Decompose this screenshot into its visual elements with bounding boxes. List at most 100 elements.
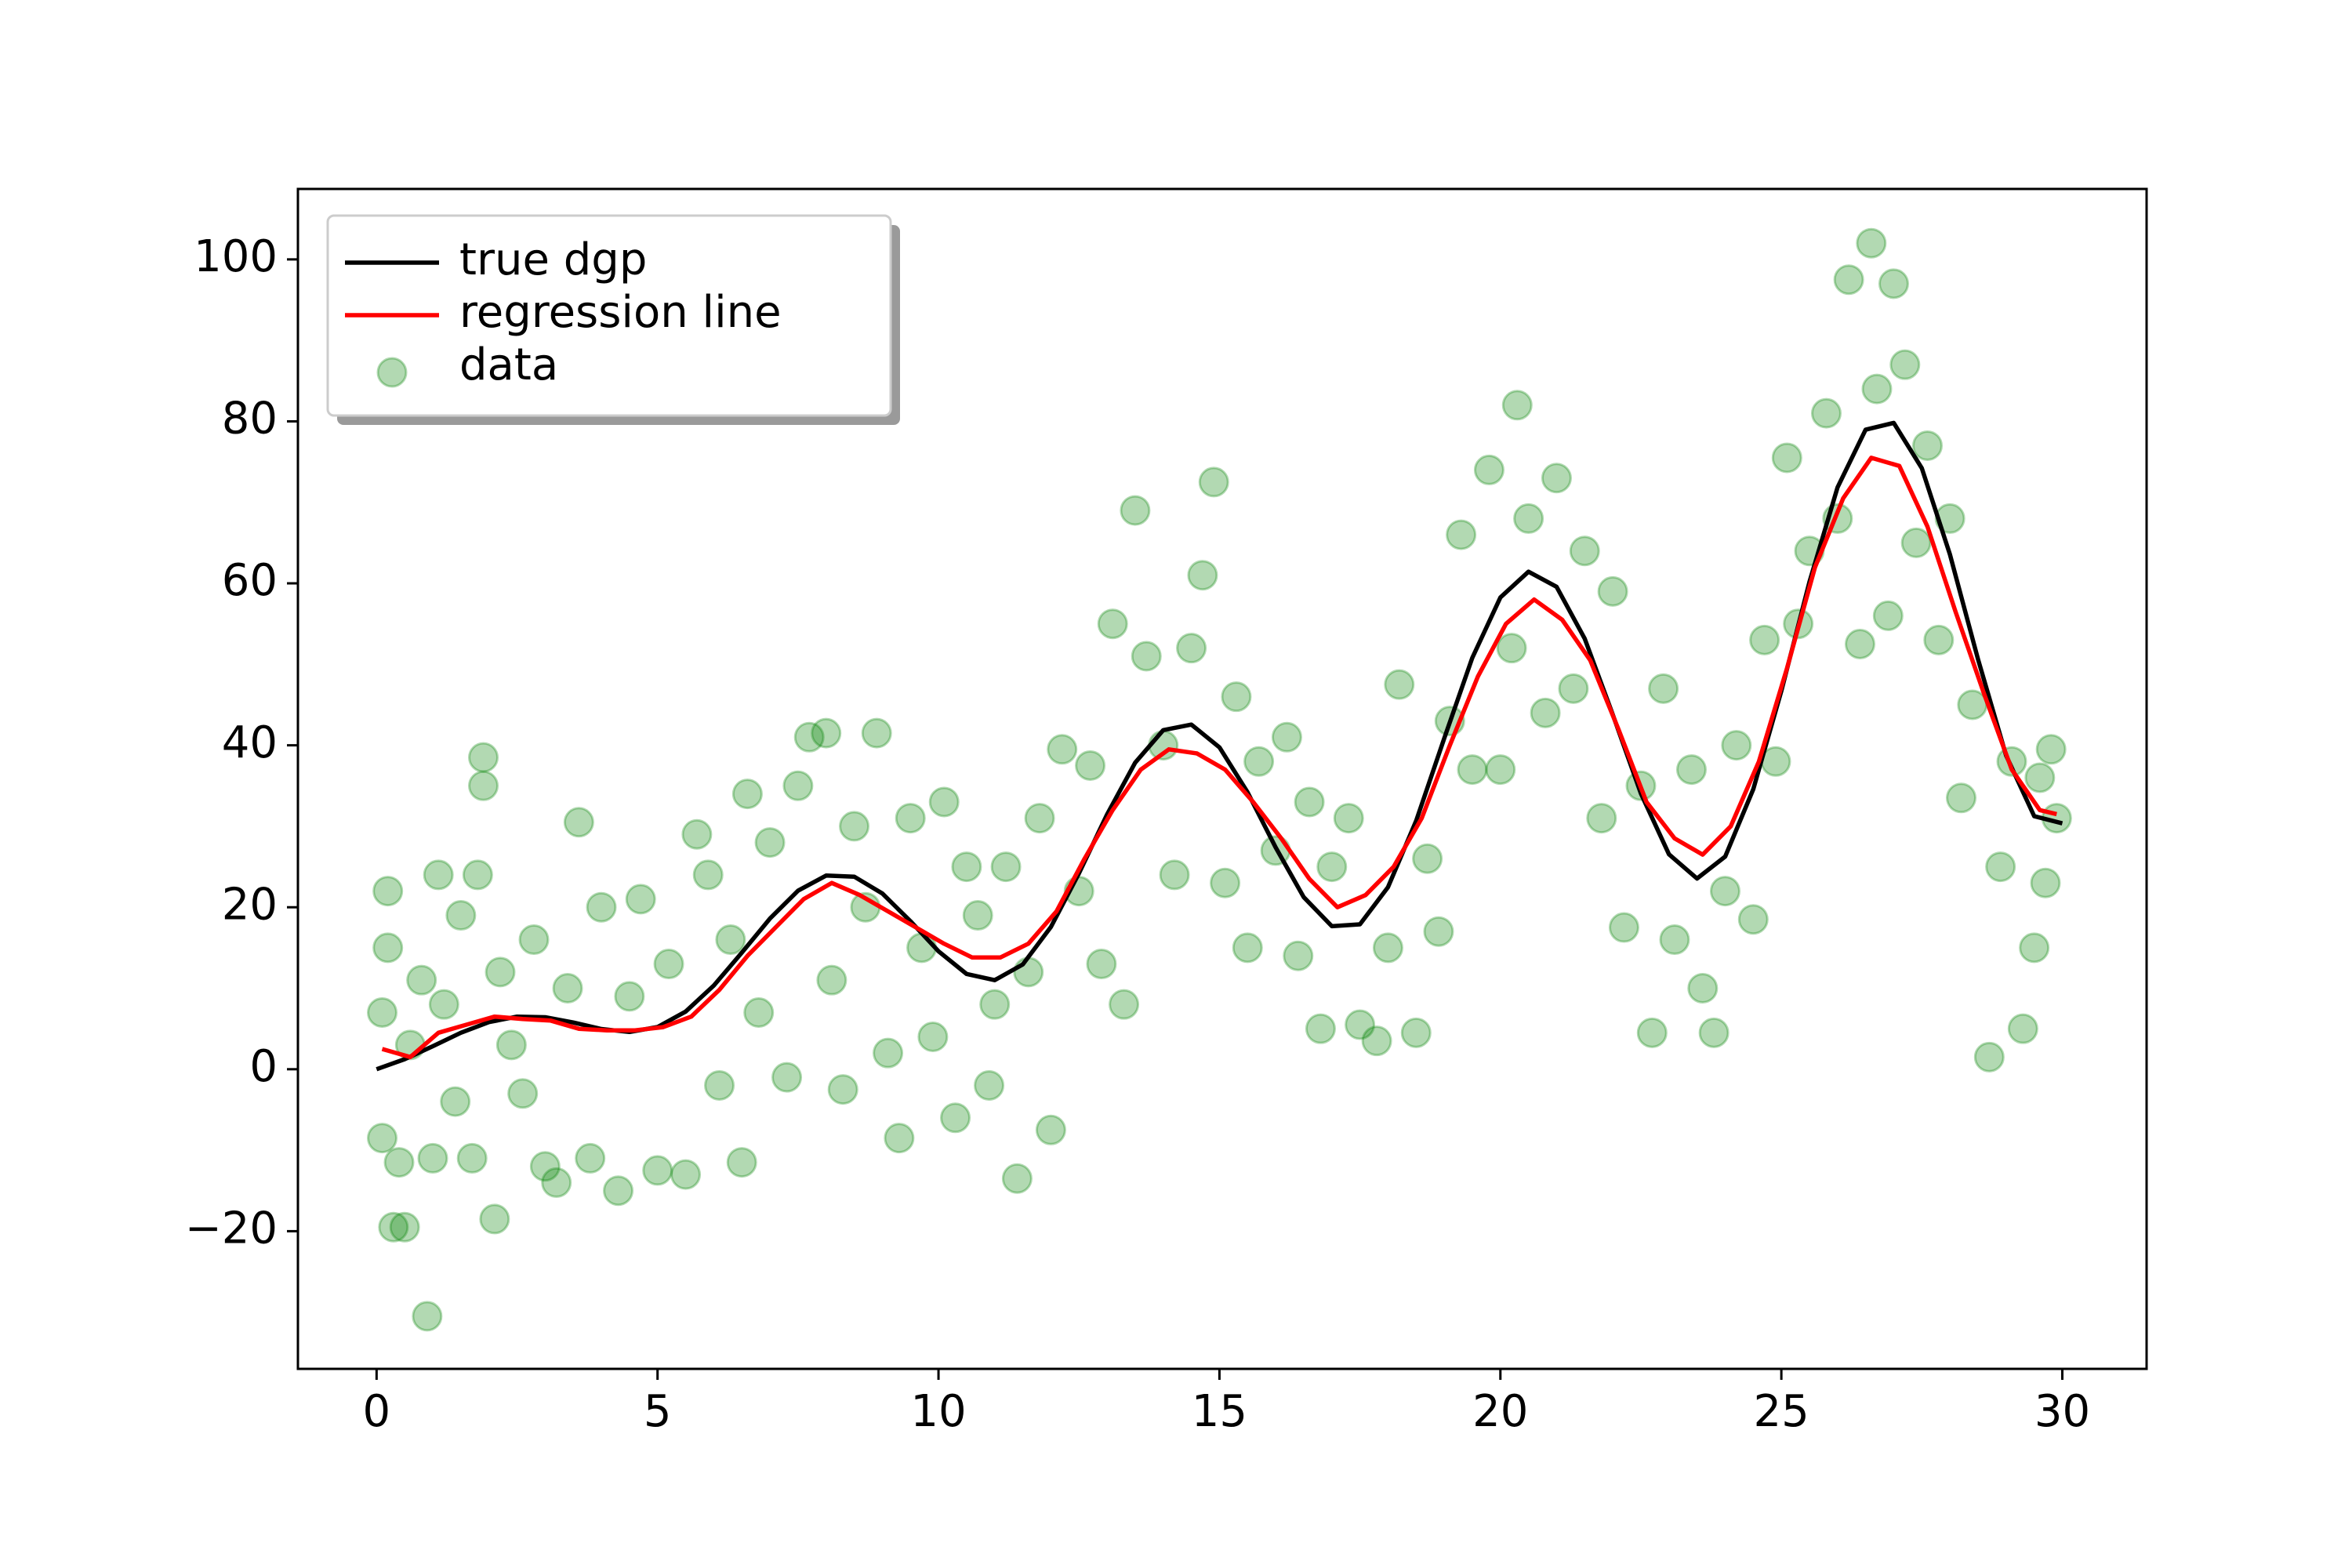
data-point xyxy=(367,997,398,1029)
data-point xyxy=(1530,697,1561,728)
data-point xyxy=(861,717,892,749)
legend-label: true dgp xyxy=(459,234,647,285)
data-point xyxy=(1035,1114,1066,1145)
data-point xyxy=(743,997,775,1029)
data-point xyxy=(462,859,493,891)
data-point xyxy=(653,949,684,980)
data-point xyxy=(1945,782,1976,814)
data-point xyxy=(1210,867,1241,898)
data-point xyxy=(681,818,713,850)
data-point xyxy=(1501,390,1533,421)
data-point xyxy=(1187,560,1218,591)
data-point xyxy=(1097,608,1128,640)
data-point xyxy=(1086,949,1117,980)
data-point xyxy=(811,717,842,749)
data-point xyxy=(456,1142,488,1174)
data-point xyxy=(529,1151,561,1182)
data-point xyxy=(378,1211,409,1243)
data-point xyxy=(1159,859,1190,891)
data-point xyxy=(1131,641,1162,672)
data-point xyxy=(625,884,656,915)
y-tick-label: 0 xyxy=(249,1041,278,1092)
data-point xyxy=(575,1142,606,1174)
y-tick-label: 60 xyxy=(222,555,278,606)
y-tick-label: 80 xyxy=(222,394,278,445)
data-point xyxy=(1221,681,1252,713)
data-point xyxy=(428,989,459,1020)
data-point xyxy=(614,981,645,1012)
data-point xyxy=(1558,673,1589,704)
data-point xyxy=(816,964,848,996)
data-point xyxy=(873,1037,904,1069)
data-point xyxy=(1243,746,1275,777)
data-point xyxy=(895,803,926,834)
data-point xyxy=(1001,1163,1033,1194)
data-point xyxy=(827,1074,858,1105)
plot-area xyxy=(367,227,2072,1332)
data-point xyxy=(1698,1017,1730,1048)
data-point xyxy=(1934,503,1965,534)
data-point xyxy=(479,1203,510,1235)
data-point xyxy=(1872,600,1904,631)
data-point xyxy=(1973,1041,2005,1073)
data-point xyxy=(1305,1013,1336,1044)
data-point xyxy=(1109,989,1140,1020)
line xyxy=(381,456,2057,1060)
data-point xyxy=(1771,442,1802,474)
data-point xyxy=(928,786,960,818)
data-point xyxy=(1687,973,1719,1004)
data-point xyxy=(1384,669,1415,700)
data-point xyxy=(372,876,404,907)
data-point xyxy=(1294,786,1325,818)
data-point xyxy=(1120,495,1151,526)
data-point xyxy=(951,851,982,883)
data-point xyxy=(1900,527,1932,558)
data-point xyxy=(2019,932,2050,964)
data-point xyxy=(603,1175,634,1207)
data-point xyxy=(1513,503,1544,534)
data-point xyxy=(1608,912,1639,943)
data-point xyxy=(507,1078,539,1109)
data-point xyxy=(1911,430,1943,461)
data-point xyxy=(1861,373,1893,405)
data-point xyxy=(1541,463,1572,494)
data-point xyxy=(1586,803,1617,834)
data-point xyxy=(1372,932,1403,964)
data-point xyxy=(884,1123,915,1154)
data-point xyxy=(1473,454,1504,485)
data-point xyxy=(1316,851,1348,883)
data-point xyxy=(485,956,516,988)
legend-box xyxy=(326,214,892,417)
data-point xyxy=(412,1301,443,1332)
data-point xyxy=(990,851,1022,883)
data-point xyxy=(771,1062,803,1093)
legend-label: data xyxy=(459,339,558,390)
data-point xyxy=(1047,734,1078,765)
x-tick-label: 15 xyxy=(1192,1386,1247,1437)
data-point xyxy=(1749,624,1780,655)
y-tick-label: 40 xyxy=(222,717,278,768)
x-tick-label: 0 xyxy=(363,1386,391,1437)
data-point xyxy=(1361,1025,1392,1057)
data-point xyxy=(367,1123,398,1154)
data-point xyxy=(1283,940,1314,971)
x-tick-label: 10 xyxy=(910,1386,966,1437)
data-point xyxy=(1648,673,1679,704)
data-point xyxy=(468,742,499,773)
data-point xyxy=(1844,629,1875,660)
data-point xyxy=(552,973,583,1004)
data-point xyxy=(541,1167,572,1198)
data-point xyxy=(495,1029,527,1061)
data-point xyxy=(383,1147,415,1178)
data-point xyxy=(793,721,825,753)
data-point xyxy=(979,989,1011,1020)
data-point xyxy=(1721,730,1752,761)
data-point xyxy=(372,932,404,964)
data-point xyxy=(670,1159,702,1190)
data-point xyxy=(1923,624,1955,655)
data-point xyxy=(754,827,786,858)
data-point xyxy=(1496,633,1527,664)
data-point xyxy=(1856,227,1887,259)
data-point xyxy=(1878,268,1909,299)
